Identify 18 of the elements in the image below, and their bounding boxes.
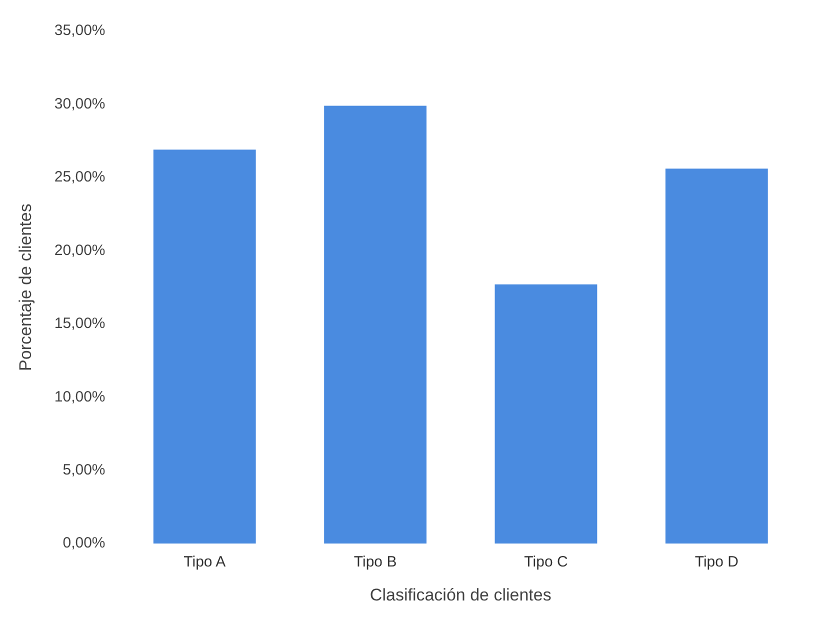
y-tick-label: 0,00% <box>62 534 106 552</box>
y-tick-label: 35,00% <box>54 22 106 40</box>
x-tick-label: Tipo B <box>354 554 397 571</box>
bar <box>153 150 256 544</box>
x-axis-title: Clasificación de clientes <box>370 585 552 604</box>
x-tick-label: Tipo C <box>524 554 568 571</box>
bar <box>324 106 426 544</box>
bar <box>494 284 598 544</box>
x-tick-label: Tipo D <box>694 554 739 571</box>
x-tick-label: Tipo A <box>184 554 226 571</box>
y-tick-label: 10,00% <box>54 388 106 406</box>
y-tick-label: 25,00% <box>54 168 106 186</box>
y-tick-label: 5,00% <box>62 462 106 479</box>
y-tick-label: 15,00% <box>54 315 106 332</box>
y-axis-title: Porcentaje de clientes <box>16 204 35 371</box>
y-tick-label: 30,00% <box>54 95 106 112</box>
bar <box>665 168 768 544</box>
y-tick-label: 20,00% <box>54 242 106 259</box>
